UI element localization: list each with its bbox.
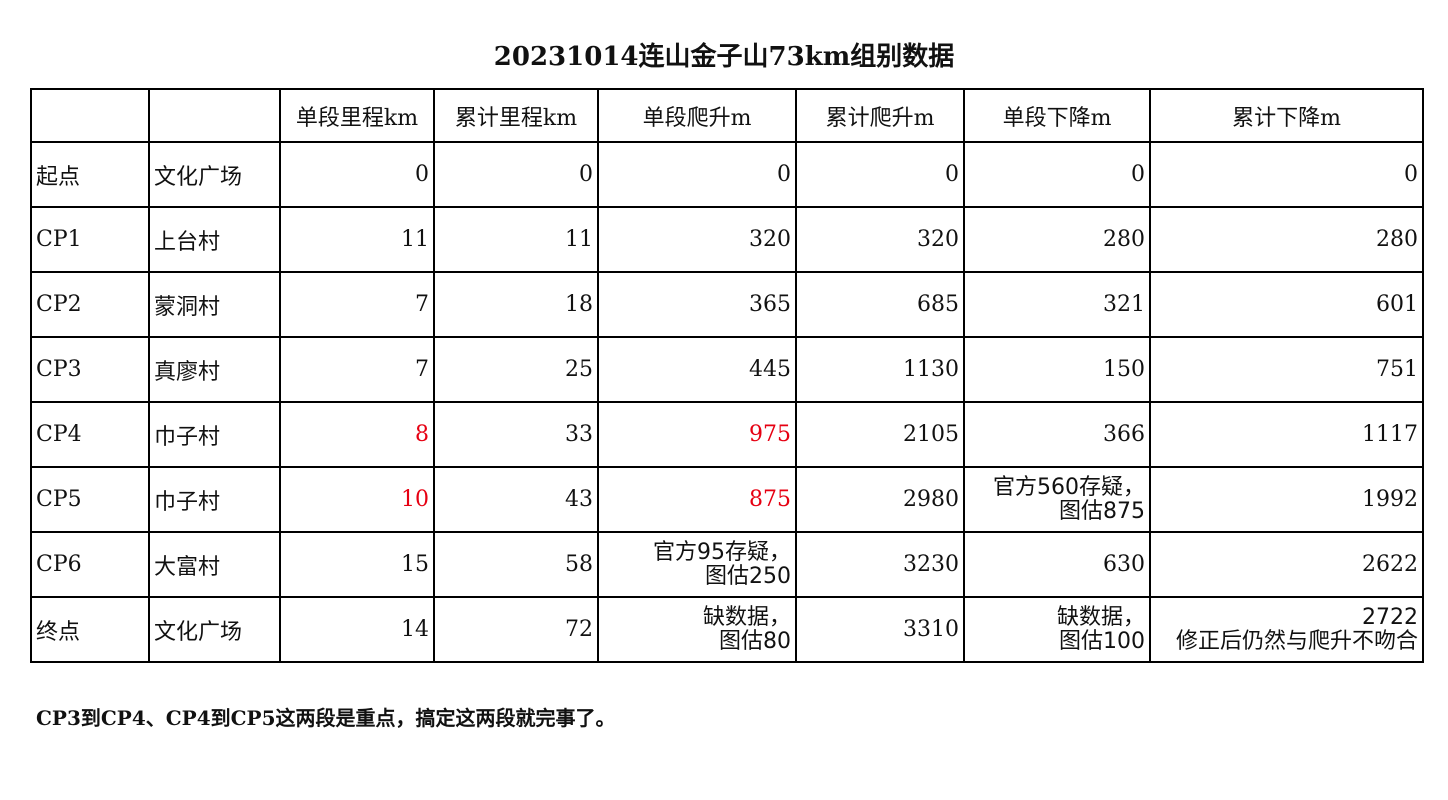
table-row: 起点 文化广场 0 0 0 0 0 0 [30, 141, 1424, 208]
cell-point: CP3 [30, 336, 150, 403]
cell-cum-up: 2980 [795, 466, 965, 533]
cell-cum-up: 1130 [795, 336, 965, 403]
cell-seg-down: 321 [963, 271, 1151, 338]
cell-cum-down: 1117 [1149, 401, 1424, 468]
note-line: 图估100 [1059, 628, 1145, 654]
cell-seg-down: 150 [963, 336, 1151, 403]
table-row: CP4 巾子村 8 33 975 2105 366 1117 [30, 401, 1424, 468]
cell-seg-down: 366 [963, 401, 1151, 468]
cell-point: CP1 [30, 206, 150, 273]
cell-cum-km: 58 [433, 531, 599, 598]
cell-point: CP2 [30, 271, 150, 338]
cell-cum-down: 601 [1149, 271, 1424, 338]
cell-seg-down: 630 [963, 531, 1151, 598]
cell-seg-up-note: 官方95存疑， 图估250 [597, 531, 797, 598]
cell-cum-km: 33 [433, 401, 599, 468]
cell-cum-up: 0 [795, 141, 965, 208]
cell-seg-up-note: 缺数据， 图估80 [597, 596, 797, 663]
cell-cum-km: 72 [433, 596, 599, 663]
data-table: 单段里程km 累计里程km 单段爬升m 累计爬升m 单段下降m 累计下降m 起点… [30, 88, 1424, 663]
cell-cum-up: 3230 [795, 531, 965, 598]
cell-seg-km: 7 [279, 336, 435, 403]
cell-seg-down: 0 [963, 141, 1151, 208]
cell-point: 起点 [30, 141, 150, 208]
cell-cum-km: 25 [433, 336, 599, 403]
header-cell-point [30, 88, 150, 143]
cell-point: CP6 [30, 531, 150, 598]
cell-cum-up: 685 [795, 271, 965, 338]
cell-place: 文化广场 [148, 596, 281, 663]
cell-place: 蒙洞村 [148, 271, 281, 338]
header-cell-place [148, 88, 281, 143]
note-line: 缺数据， [702, 604, 791, 630]
note-line: 修正后仍然与爬升不吻合 [1175, 628, 1418, 654]
table-row: CP2 蒙洞村 7 18 365 685 321 601 [30, 271, 1424, 338]
page-title: 20231014连山金子山73km组别数据 [493, 42, 955, 72]
footnote: CP3到CP4、CP4到CP5这两段是重点，搞定这两段就完事了。 [36, 706, 616, 730]
cell-seg-down-note: 官方560存疑， 图估875 [963, 466, 1151, 533]
cell-place: 巾子村 [148, 401, 281, 468]
header-cell-cum-up: 累计爬升m [795, 88, 965, 143]
note-line: 缺数据， [1056, 604, 1145, 630]
cell-place: 真廖村 [148, 336, 281, 403]
cell-seg-km: 14 [279, 596, 435, 663]
cell-seg-up: 0 [597, 141, 797, 208]
cell-cum-up: 3310 [795, 596, 965, 663]
cell-cum-km: 18 [433, 271, 599, 338]
cell-seg-down-note: 缺数据， 图估100 [963, 596, 1151, 663]
cell-seg-up: 445 [597, 336, 797, 403]
table-row: CP6 大富村 15 58 官方95存疑， 图估250 3230 630 262… [30, 531, 1424, 598]
cell-point: CP5 [30, 466, 150, 533]
note-line: 2722 [1362, 604, 1418, 630]
header-cell-cum-km: 累计里程km [433, 88, 599, 143]
cell-cum-down: 751 [1149, 336, 1424, 403]
cell-cum-km: 11 [433, 206, 599, 273]
cell-seg-km: 11 [279, 206, 435, 273]
cell-place: 大富村 [148, 531, 281, 598]
cell-cum-down: 1992 [1149, 466, 1424, 533]
cell-seg-km-highlight: 8 [279, 401, 435, 468]
header-row: 单段里程km 累计里程km 单段爬升m 累计爬升m 单段下降m 累计下降m [30, 88, 1424, 143]
cell-seg-up: 365 [597, 271, 797, 338]
cell-cum-down: 280 [1149, 206, 1424, 273]
note-line: 官方95存疑， [653, 539, 791, 565]
table-row: 终点 文化广场 14 72 缺数据， 图估80 3310 缺数据， 图估100 … [30, 596, 1424, 663]
cell-cum-down: 0 [1149, 141, 1424, 208]
cell-seg-up-highlight: 875 [597, 466, 797, 533]
cell-seg-km: 0 [279, 141, 435, 208]
cell-cum-down: 2622 [1149, 531, 1424, 598]
header-cell-cum-down: 累计下降m [1149, 88, 1424, 143]
cell-point: CP4 [30, 401, 150, 468]
table-row: CP3 真廖村 7 25 445 1130 150 751 [30, 336, 1424, 403]
cell-seg-km: 7 [279, 271, 435, 338]
cell-seg-km: 15 [279, 531, 435, 598]
cell-seg-up: 320 [597, 206, 797, 273]
header-cell-seg-up: 单段爬升m [597, 88, 797, 143]
header-cell-seg-down: 单段下降m [963, 88, 1151, 143]
cell-cum-km: 43 [433, 466, 599, 533]
cell-seg-down: 280 [963, 206, 1151, 273]
table-row: CP5 巾子村 10 43 875 2980 官方560存疑， 图估875 19… [30, 466, 1424, 533]
header-cell-seg-km: 单段里程km [279, 88, 435, 143]
note-line: 官方560存疑， [993, 474, 1145, 500]
note-line: 图估80 [719, 628, 791, 654]
cell-point: 终点 [30, 596, 150, 663]
cell-place: 上台村 [148, 206, 281, 273]
cell-cum-down-note: 2722 修正后仍然与爬升不吻合 [1149, 596, 1424, 663]
cell-seg-up-highlight: 975 [597, 401, 797, 468]
cell-cum-km: 0 [433, 141, 599, 208]
table-row: CP1 上台村 11 11 320 320 280 280 [30, 206, 1424, 273]
cell-place: 巾子村 [148, 466, 281, 533]
cell-place: 文化广场 [148, 141, 281, 208]
cell-cum-up: 320 [795, 206, 965, 273]
note-line: 图估250 [705, 563, 791, 589]
cell-cum-up: 2105 [795, 401, 965, 468]
note-line: 图估875 [1059, 498, 1145, 524]
cell-seg-km-highlight: 10 [279, 466, 435, 533]
